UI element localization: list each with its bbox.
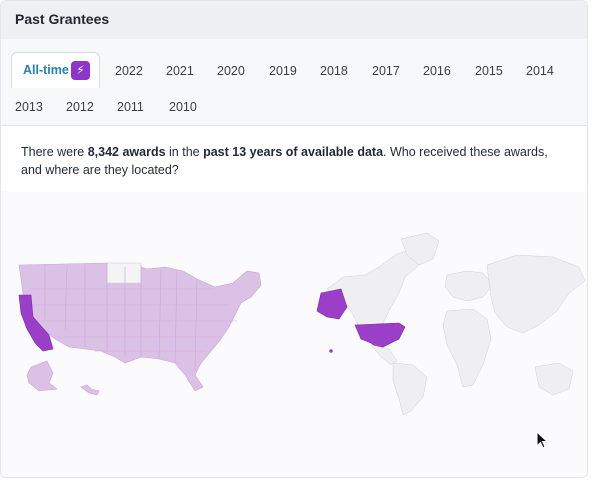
tab-2010[interactable]: 2010	[169, 100, 197, 114]
summary-suffix: . Who received these awards, and where a…	[21, 145, 548, 177]
tab-all-time[interactable]: All-time ⚡	[11, 52, 100, 88]
tab-2016[interactable]: 2016	[423, 64, 451, 78]
country-greenland[interactable]	[400, 232, 440, 266]
country-africa[interactable]	[442, 308, 492, 388]
world-map[interactable]	[307, 215, 585, 415]
tab-2021[interactable]: 2021	[166, 64, 194, 78]
mouse-cursor	[536, 431, 548, 449]
country-central-america[interactable]	[370, 344, 398, 366]
awards-count: 8,342 awards	[87, 145, 166, 159]
state-hawaii[interactable]	[80, 384, 100, 396]
lightning-icon: ⚡	[71, 61, 90, 80]
state-alaska[interactable]	[26, 360, 58, 392]
country-alaska[interactable]	[316, 288, 348, 320]
tab-2018[interactable]: 2018	[320, 64, 348, 78]
country-asia[interactable]	[486, 254, 585, 334]
card-header: Past Grantees	[1, 1, 587, 40]
card-title: Past Grantees	[15, 11, 110, 27]
tab-2013[interactable]: 2013	[15, 100, 43, 114]
tab-2019[interactable]: 2019	[269, 64, 297, 78]
awards-summary: There were 8,342 awards in the past 13 y…	[21, 143, 566, 179]
tab-2020[interactable]: 2020	[217, 64, 245, 78]
tab-2011[interactable]: 2011	[117, 100, 144, 114]
country-hawaii[interactable]	[329, 349, 333, 353]
summary-prefix: There were	[21, 145, 88, 159]
tab-2015[interactable]: 2015	[475, 64, 503, 78]
state-region[interactable]	[18, 262, 262, 392]
tab-2022[interactable]: 2022	[115, 64, 143, 78]
tab-2014[interactable]: 2014	[526, 64, 554, 78]
tab-2017[interactable]: 2017	[372, 64, 400, 78]
tab-2012[interactable]: 2012	[66, 100, 94, 114]
country-south-america[interactable]	[392, 362, 428, 415]
country-usa[interactable]	[354, 322, 406, 350]
country-north-america[interactable]	[326, 248, 426, 336]
past-grantees-card: Past Grantees All-time ⚡ 2022 2021 2020 …	[0, 0, 588, 478]
state-no-data[interactable]	[106, 262, 142, 284]
state-borders	[25, 263, 237, 372]
country-europe[interactable]	[444, 270, 494, 302]
summary-period: past 13 years of available data	[203, 145, 384, 159]
tab-all-time-label: All-time	[23, 63, 69, 77]
state-california[interactable]	[18, 294, 54, 352]
summary-middle: in the	[165, 145, 204, 159]
us-states-map[interactable]	[15, 259, 267, 399]
tabs-divider	[1, 125, 587, 126]
country-australia[interactable]	[534, 362, 574, 396]
